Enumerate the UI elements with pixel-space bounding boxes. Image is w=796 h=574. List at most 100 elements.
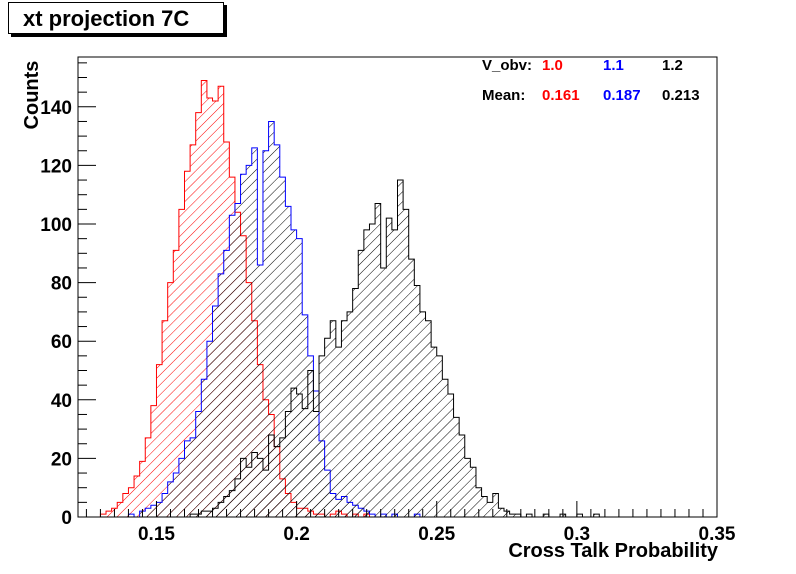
x-tick-label: 0.15 xyxy=(138,524,175,545)
histogram-bar xyxy=(324,338,331,517)
histogram-bar xyxy=(240,174,247,517)
chart-title: xt projection 7C xyxy=(8,2,224,34)
histogram-bar xyxy=(386,218,392,517)
histogram-bar xyxy=(515,514,521,517)
histogram-bar xyxy=(173,473,179,517)
histogram-bar xyxy=(156,364,163,517)
x-tick-label: 0.25 xyxy=(418,524,455,545)
y-tick-label: 80 xyxy=(51,274,72,295)
histogram-outline xyxy=(94,79,370,517)
y-tick-label: 0 xyxy=(61,508,72,529)
histogram-bar xyxy=(173,250,179,517)
histogram-bar xyxy=(246,165,252,517)
y-tick-label: 100 xyxy=(40,215,72,236)
histogram-bar xyxy=(397,180,404,517)
histogram-series-2 xyxy=(184,179,600,517)
y-axis-title: Counts xyxy=(21,60,43,130)
histogram-bar xyxy=(296,238,303,517)
histogram-bar xyxy=(274,144,280,517)
histogram-bar xyxy=(201,511,207,517)
histogram-bar xyxy=(543,514,549,517)
histogram-bar xyxy=(369,224,376,517)
histogram-outline xyxy=(184,179,600,517)
histogram-bar xyxy=(302,408,308,517)
histogram-bar xyxy=(195,411,202,517)
histogram-bar xyxy=(128,487,135,517)
histogram-bar xyxy=(201,379,207,517)
histogram-bar xyxy=(498,508,504,517)
histogram-bar xyxy=(262,470,269,517)
histogram-bar xyxy=(319,355,325,517)
histogram-bar xyxy=(279,437,286,517)
histogram-bar xyxy=(279,177,286,517)
legend-mean-red: 0.161 xyxy=(542,87,580,104)
histogram-bar xyxy=(425,320,432,517)
histogram-bar xyxy=(492,493,499,517)
histogram-bar xyxy=(313,411,320,517)
x-axis-title: Cross Talk Probability xyxy=(508,540,718,562)
histogram-bar xyxy=(403,209,409,517)
histogram-bar xyxy=(150,505,157,517)
histogram-bar xyxy=(475,487,482,517)
histogram-bar xyxy=(167,481,174,517)
histogram-bar xyxy=(335,347,342,517)
histogram-bar xyxy=(262,150,269,517)
histogram-bar xyxy=(391,229,398,517)
histogram-bar xyxy=(257,265,263,517)
legend-vobv-header: V_obv: xyxy=(482,57,533,74)
histogram-bar xyxy=(190,437,196,517)
histogram-bar xyxy=(229,215,235,517)
histogram-bar xyxy=(106,511,112,517)
histogram-bar xyxy=(206,511,213,517)
histogram-bar xyxy=(229,490,235,517)
histogram-bar xyxy=(223,496,230,517)
histogram-bar xyxy=(150,405,157,517)
histogram-bar xyxy=(201,80,207,517)
histogram-bar xyxy=(162,493,168,517)
y-tick-label: 20 xyxy=(51,449,72,470)
plot-frame xyxy=(77,56,718,518)
histogram-bar xyxy=(190,144,196,517)
y-tick-label: 140 xyxy=(40,98,72,119)
histogram-bar xyxy=(145,508,151,517)
histogram-bar xyxy=(223,250,230,517)
histogram-bar xyxy=(414,285,420,517)
histogram-bar xyxy=(212,508,219,517)
histogram-bar xyxy=(178,458,185,517)
histogram-bar xyxy=(212,306,219,517)
histogram-bar xyxy=(526,514,533,517)
histogram-bar xyxy=(431,347,437,517)
histogram-bar xyxy=(134,475,140,517)
histogram-bar xyxy=(184,171,191,517)
histogram-bar xyxy=(509,514,516,517)
histogram-bar xyxy=(251,452,258,517)
histogram-bar xyxy=(240,458,247,517)
histogram-bar xyxy=(481,496,488,517)
histogram-bar xyxy=(330,320,336,517)
histogram-bar xyxy=(487,502,493,517)
legend-mean-black: 0.213 xyxy=(662,87,700,104)
histogram-bar xyxy=(274,446,280,517)
legend-mean-header: Mean: xyxy=(482,87,526,104)
histogram-bar xyxy=(593,514,600,517)
histogram-bar xyxy=(459,434,465,517)
histogram-bar xyxy=(291,229,297,517)
histogram-bar xyxy=(257,458,263,517)
histogram-bar xyxy=(122,493,129,517)
histogram-bar xyxy=(291,388,297,517)
histogram-bar xyxy=(453,417,460,517)
histogram-bar xyxy=(251,147,258,517)
histogram-bar xyxy=(156,502,163,517)
histogram-bar xyxy=(464,458,471,517)
histogram-bar xyxy=(470,467,476,517)
histogram-bar xyxy=(576,514,583,517)
histogram-bar xyxy=(139,461,146,517)
x-tick-label: 0.2 xyxy=(283,524,309,545)
histogram-bar xyxy=(285,206,291,517)
histogram-bar xyxy=(128,514,135,517)
histogram-bar xyxy=(117,502,123,517)
legend-vobv-blue: 1.1 xyxy=(603,57,624,74)
histogram-bar xyxy=(234,203,241,517)
histogram-bar xyxy=(296,393,303,517)
